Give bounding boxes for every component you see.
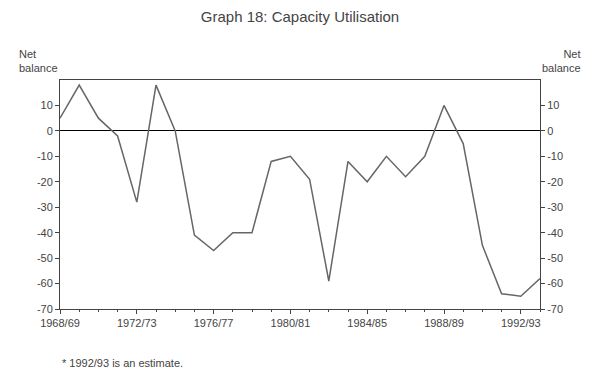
svg-text:1972/73: 1972/73 [117, 317, 157, 329]
svg-text:-70: -70 [547, 303, 563, 315]
svg-text:-60: -60 [547, 277, 563, 289]
svg-text:1984/85: 1984/85 [347, 317, 387, 329]
svg-text:10: 10 [547, 99, 559, 111]
svg-text:1988/89: 1988/89 [424, 317, 464, 329]
svg-text:-20: -20 [37, 176, 53, 188]
svg-text:-40: -40 [37, 227, 53, 239]
svg-text:-20: -20 [547, 176, 563, 188]
svg-text:1976/77: 1976/77 [194, 317, 234, 329]
svg-text:1968/69: 1968/69 [40, 317, 80, 329]
svg-text:-70: -70 [37, 303, 53, 315]
svg-text:1992/93: 1992/93 [501, 317, 541, 329]
svg-text:-30: -30 [37, 201, 53, 213]
svg-text:Netbalance: Netbalance [19, 48, 58, 74]
svg-text:Graph 18: Capacity Utilisation: Graph 18: Capacity Utilisation [201, 8, 399, 25]
svg-text:-50: -50 [547, 252, 563, 264]
svg-text:0: 0 [547, 125, 553, 137]
svg-text:-60: -60 [37, 277, 53, 289]
svg-text:* 1992/93 is an estimate.: * 1992/93 is an estimate. [62, 357, 183, 369]
svg-text:Netbalance: Netbalance [542, 48, 581, 74]
svg-text:-10: -10 [547, 150, 563, 162]
svg-text:-40: -40 [547, 227, 563, 239]
svg-text:-30: -30 [547, 201, 563, 213]
svg-text:1980/81: 1980/81 [271, 317, 311, 329]
svg-text:0: 0 [47, 125, 53, 137]
svg-text:-50: -50 [37, 252, 53, 264]
svg-text:10: 10 [41, 99, 53, 111]
svg-text:-10: -10 [37, 150, 53, 162]
